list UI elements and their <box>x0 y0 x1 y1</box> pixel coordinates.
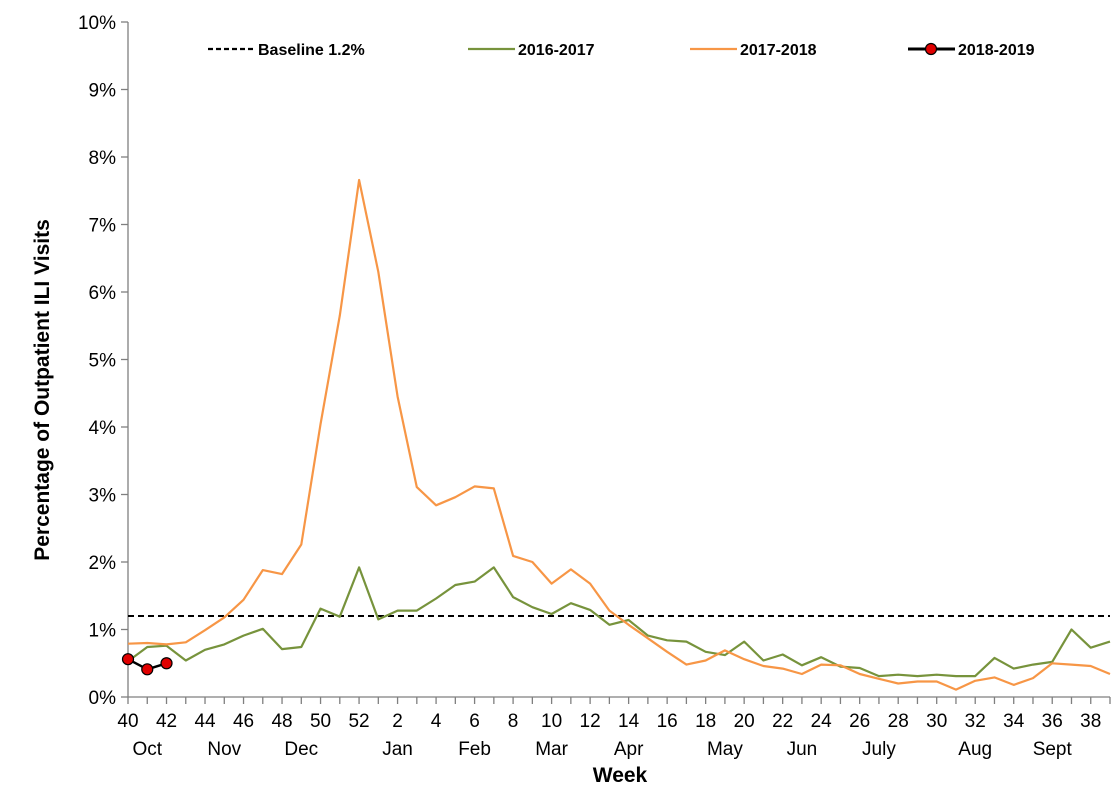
y-tick-label: 4% <box>89 418 117 439</box>
x-month-label: Oct <box>132 739 162 760</box>
x-tick-label: 50 <box>310 711 331 732</box>
legend-marker <box>924 42 938 56</box>
legend-label: 2017-2018 <box>740 42 817 59</box>
x-month-label: Jun <box>787 739 818 760</box>
y-axis-ticks: 0% 1% 2% 3% 4% 5% 6% 7% 8% 9% 10% <box>78 13 128 709</box>
x-tick-label: 8 <box>508 711 519 732</box>
x-tick-label: 12 <box>580 711 601 732</box>
x-tick-label: 16 <box>657 711 678 732</box>
x-tick-label: 4 <box>431 711 442 732</box>
y-tick-label: 1% <box>89 621 117 642</box>
x-month-label: Nov <box>207 739 241 760</box>
x-tick-label: 22 <box>772 711 793 732</box>
x-tick-label: 26 <box>849 711 870 732</box>
x-tick-label: 32 <box>965 711 986 732</box>
y-tick-label: 5% <box>89 351 117 372</box>
y-tick-label: 10% <box>78 13 116 34</box>
x-tick-label: 40 <box>117 711 138 732</box>
legend-label: 2016-2017 <box>518 42 595 59</box>
x-month-label: Apr <box>614 739 644 760</box>
x-tick-label: 14 <box>618 711 640 732</box>
x-month-label: Dec <box>284 739 318 760</box>
x-tick-label: 38 <box>1080 711 1101 732</box>
y-tick-label: 2% <box>89 553 117 574</box>
x-axis-month-labels: Oct Nov Dec Jan Feb Mar Apr May Jun July Aug Sept <box>132 739 1072 760</box>
x-tick-label: 52 <box>348 711 369 732</box>
x-month-label: May <box>707 739 743 760</box>
data-point-2018-2019 <box>160 657 173 670</box>
series-layer <box>121 178 1111 691</box>
x-tick-label: 44 <box>194 711 216 732</box>
x-tick-label: 24 <box>811 711 833 732</box>
series-line-2016-2017 <box>127 566 1111 678</box>
x-tick-label: 18 <box>695 711 716 732</box>
x-tick-label: 28 <box>888 711 909 732</box>
x-axis-ticks: 40 42 44 46 48 50 52 2 4 6 8 10 12 14 16 18 20 22 24 26 28 30… <box>117 697 1111 732</box>
x-tick-label: 34 <box>1003 711 1025 732</box>
x-month-label: Feb <box>458 739 491 760</box>
series-line-2017-2018 <box>127 178 1111 691</box>
data-point-2018-2019 <box>121 653 135 666</box>
x-tick-label: 10 <box>541 711 562 732</box>
x-tick-label: 30 <box>926 711 947 732</box>
x-month-label: Jan <box>382 739 413 760</box>
legend-label: 2018-2019 <box>958 42 1035 59</box>
y-tick-label: 7% <box>89 216 117 237</box>
x-tick-label: 46 <box>233 711 254 732</box>
x-tick-label: 20 <box>734 711 755 732</box>
x-tick-label: 6 <box>469 711 480 732</box>
x-tick-label: 36 <box>1042 711 1063 732</box>
x-month-label: Mar <box>535 739 568 760</box>
data-point-2018-2019 <box>141 663 154 676</box>
legend: Baseline 1.2% 2016-2017 2017-2018 2018-2019 <box>208 42 1035 59</box>
y-tick-label: 6% <box>89 283 117 304</box>
y-tick-label: 9% <box>89 81 117 102</box>
y-tick-label: 8% <box>89 148 117 169</box>
x-month-label: July <box>862 739 896 760</box>
x-axis-title: Week <box>593 764 648 787</box>
x-month-label: Sept <box>1033 739 1073 760</box>
x-tick-label: 2 <box>392 711 403 732</box>
x-tick-label: 42 <box>156 711 177 732</box>
axes <box>127 22 1110 698</box>
x-tick-label: 48 <box>271 711 292 732</box>
legend-label: Baseline 1.2% <box>258 42 365 59</box>
y-axis-title: Percentage of Outpatient ILI Visits <box>31 219 54 561</box>
y-tick-label: 3% <box>89 486 117 507</box>
x-month-label: Aug <box>958 739 992 760</box>
y-tick-label: 0% <box>89 688 117 709</box>
